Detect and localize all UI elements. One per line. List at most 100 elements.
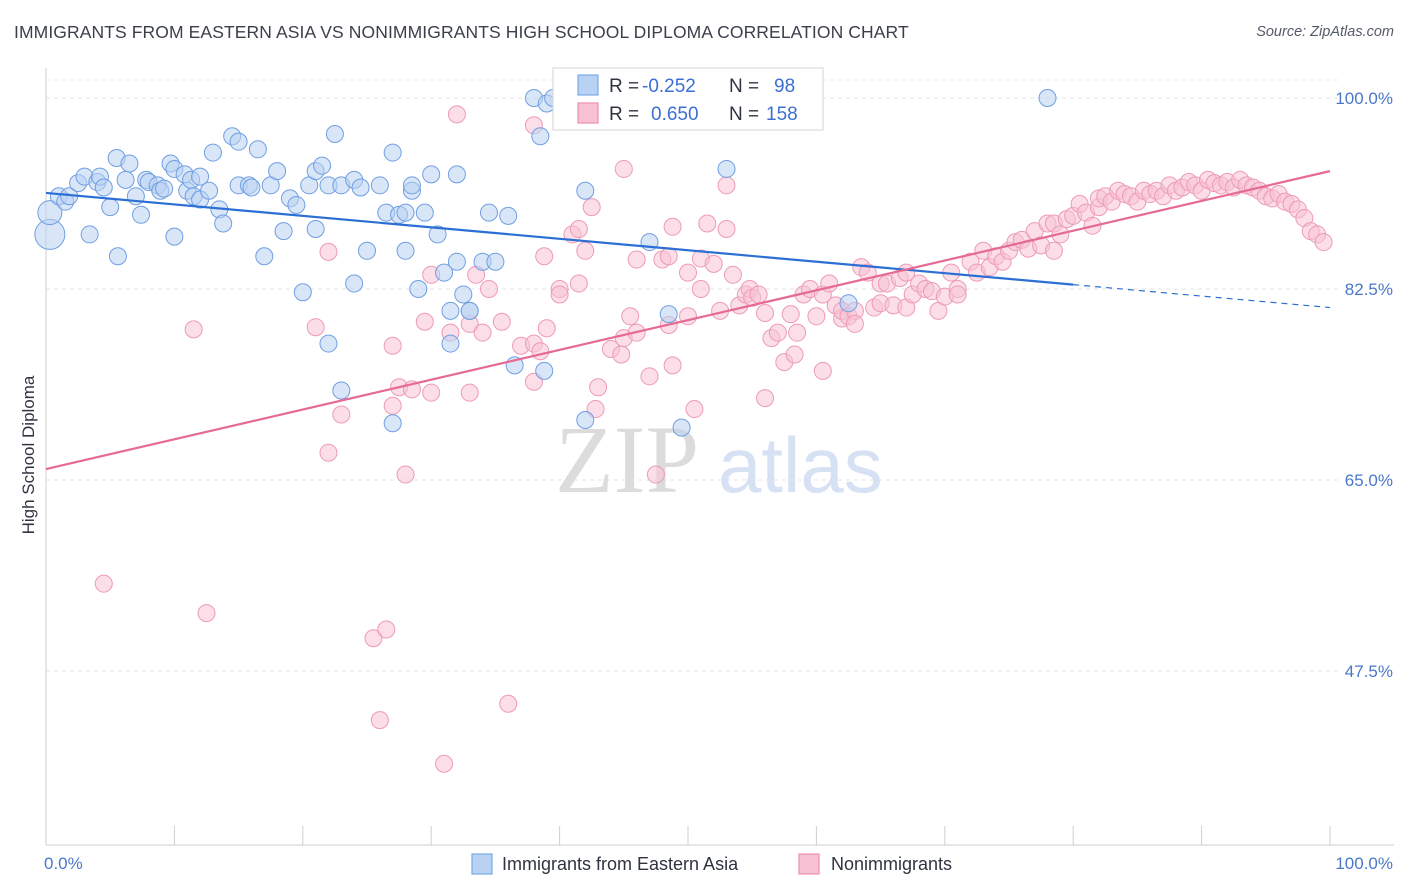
- point-nonimmigrants-64: [704, 254, 723, 273]
- point-immigrants-84: [479, 203, 498, 222]
- point-immigrants-99: [717, 159, 736, 178]
- point-immigrants-75: [435, 263, 454, 282]
- point-nonimmigrants-43: [589, 378, 608, 397]
- point-nonimmigrants-8: [370, 711, 389, 730]
- point-immigrants-62: [370, 176, 389, 195]
- point-nonimmigrants-2: [197, 604, 216, 623]
- point-nonimmigrants-5: [319, 443, 338, 462]
- point-nonimmigrants-41: [582, 198, 601, 217]
- x-tick-label-left: 0.0%: [44, 854, 83, 873]
- point-nonimmigrants-36: [550, 285, 569, 304]
- point-nonimmigrants-57: [663, 356, 682, 375]
- bottom-legend: Immigrants from Eastern Asia Nonimmigran…: [471, 853, 952, 875]
- point-nonimmigrants-93: [845, 314, 864, 333]
- point-nonimmigrants-0: [94, 574, 113, 593]
- y-tick-label-0: 100.0%: [1335, 89, 1393, 108]
- watermark: ZIP atlas: [555, 406, 883, 513]
- point-immigrants-52: [313, 156, 332, 175]
- point-nonimmigrants-59: [679, 263, 697, 282]
- point-nonimmigrants-51: [640, 367, 659, 386]
- point-immigrants-55: [325, 125, 344, 144]
- point-nonimmigrants-48: [621, 307, 640, 326]
- point-nonimmigrants-24: [473, 323, 492, 342]
- point-nonimmigrants-20: [447, 105, 466, 124]
- point-nonimmigrants-17: [422, 383, 441, 402]
- point-immigrants-11: [101, 198, 120, 217]
- bottom-legend-swatch-pink: [798, 853, 820, 875]
- point-immigrants-41: [248, 140, 267, 159]
- point-nonimmigrants-18: [435, 754, 454, 773]
- point-nonimmigrants-6: [332, 405, 351, 424]
- point-immigrants-86: [499, 206, 518, 225]
- point-nonimmigrants-80: [785, 345, 804, 364]
- point-immigrants-40: [242, 178, 261, 197]
- x-tick-label-right: 100.0%: [1335, 854, 1393, 873]
- legend-blue-r-value: -0.252: [642, 76, 696, 97]
- point-nonimmigrants-32: [531, 342, 550, 361]
- point-nonimmigrants-49: [627, 250, 646, 269]
- point-nonimmigrants-46: [614, 159, 633, 178]
- grid-lines: [46, 79, 1340, 672]
- point-immigrants-44: [268, 162, 287, 181]
- point-nonimmigrants-81: [788, 323, 807, 342]
- chart-title: IMMIGRANTS FROM EASTERN ASIA VS NONIMMIG…: [14, 22, 909, 42]
- point-immigrants-97: [659, 305, 678, 324]
- point-nonimmigrants-52: [646, 465, 665, 484]
- point-nonimmigrants-112: [948, 285, 967, 304]
- legend-swatch-pink: [577, 102, 599, 124]
- y-tick-labels: 100.0% 82.5% 65.0% 47.5%: [1335, 89, 1393, 681]
- y-tick-label-1: 82.5%: [1345, 280, 1393, 299]
- point-immigrants-60: [345, 274, 364, 293]
- point-immigrants-68: [396, 203, 415, 222]
- point-immigrants-48: [293, 283, 312, 302]
- point-nonimmigrants-127: [1044, 241, 1063, 260]
- point-nonimmigrants-77: [768, 323, 787, 342]
- point-immigrants-15: [116, 170, 135, 189]
- point-immigrants-47: [287, 195, 306, 214]
- point-nonimmigrants-55: [659, 247, 678, 266]
- axes: [45, 68, 1394, 846]
- point-immigrants-37: [229, 132, 248, 151]
- point-nonimmigrants-38: [569, 274, 588, 293]
- point-nonimmigrants-1: [184, 320, 203, 339]
- bottom-legend-label-pink: Nonimmigrants: [831, 854, 952, 874]
- point-nonimmigrants-21: [460, 383, 479, 402]
- point-immigrants-93: [576, 410, 595, 429]
- point-nonimmigrants-73: [749, 285, 768, 304]
- point-immigrants-79: [447, 252, 466, 271]
- trend-line-immigrants-extension: [1073, 284, 1331, 309]
- point-immigrants-90: [535, 361, 554, 380]
- point-nonimmigrants-61: [691, 280, 710, 298]
- point-immigrants-1: [37, 200, 63, 226]
- point-immigrants-98: [672, 418, 691, 437]
- point-immigrants-7: [80, 225, 99, 244]
- legend-box: R = -0.252 N = 98 R = 0.650 N = 158: [552, 67, 824, 131]
- series-nonimmigrants: [94, 105, 1333, 773]
- point-immigrants-13: [108, 247, 127, 266]
- point-nonimmigrants-25: [479, 280, 498, 298]
- point-nonimmigrants-26: [492, 312, 511, 331]
- point-immigrants-65: [383, 143, 402, 162]
- point-nonimmigrants-9: [377, 620, 396, 639]
- point-immigrants-89: [531, 127, 550, 146]
- legend-blue-n-value: 98: [774, 76, 795, 97]
- point-nonimmigrants-56: [663, 217, 682, 236]
- bottom-legend-swatch-blue: [471, 853, 493, 875]
- point-immigrants-32: [200, 181, 219, 200]
- x-tick-labels: 0.0% 100.0%: [44, 854, 1393, 873]
- legend-blue-n-label: N =: [729, 76, 759, 97]
- point-nonimmigrants-79: [781, 305, 800, 324]
- point-immigrants-85: [486, 252, 505, 271]
- point-nonimmigrants-60: [685, 400, 704, 419]
- point-immigrants-45: [274, 222, 293, 241]
- point-nonimmigrants-15: [415, 312, 434, 331]
- point-immigrants-10: [94, 178, 113, 197]
- point-immigrants-25: [165, 227, 184, 246]
- point-nonimmigrants-7: [364, 629, 383, 648]
- point-immigrants-72: [415, 203, 434, 222]
- point-immigrants-100: [839, 294, 858, 313]
- point-nonimmigrants-10: [383, 336, 402, 355]
- point-immigrants-78: [447, 165, 466, 184]
- legend-pink-r-label: R =: [609, 104, 639, 125]
